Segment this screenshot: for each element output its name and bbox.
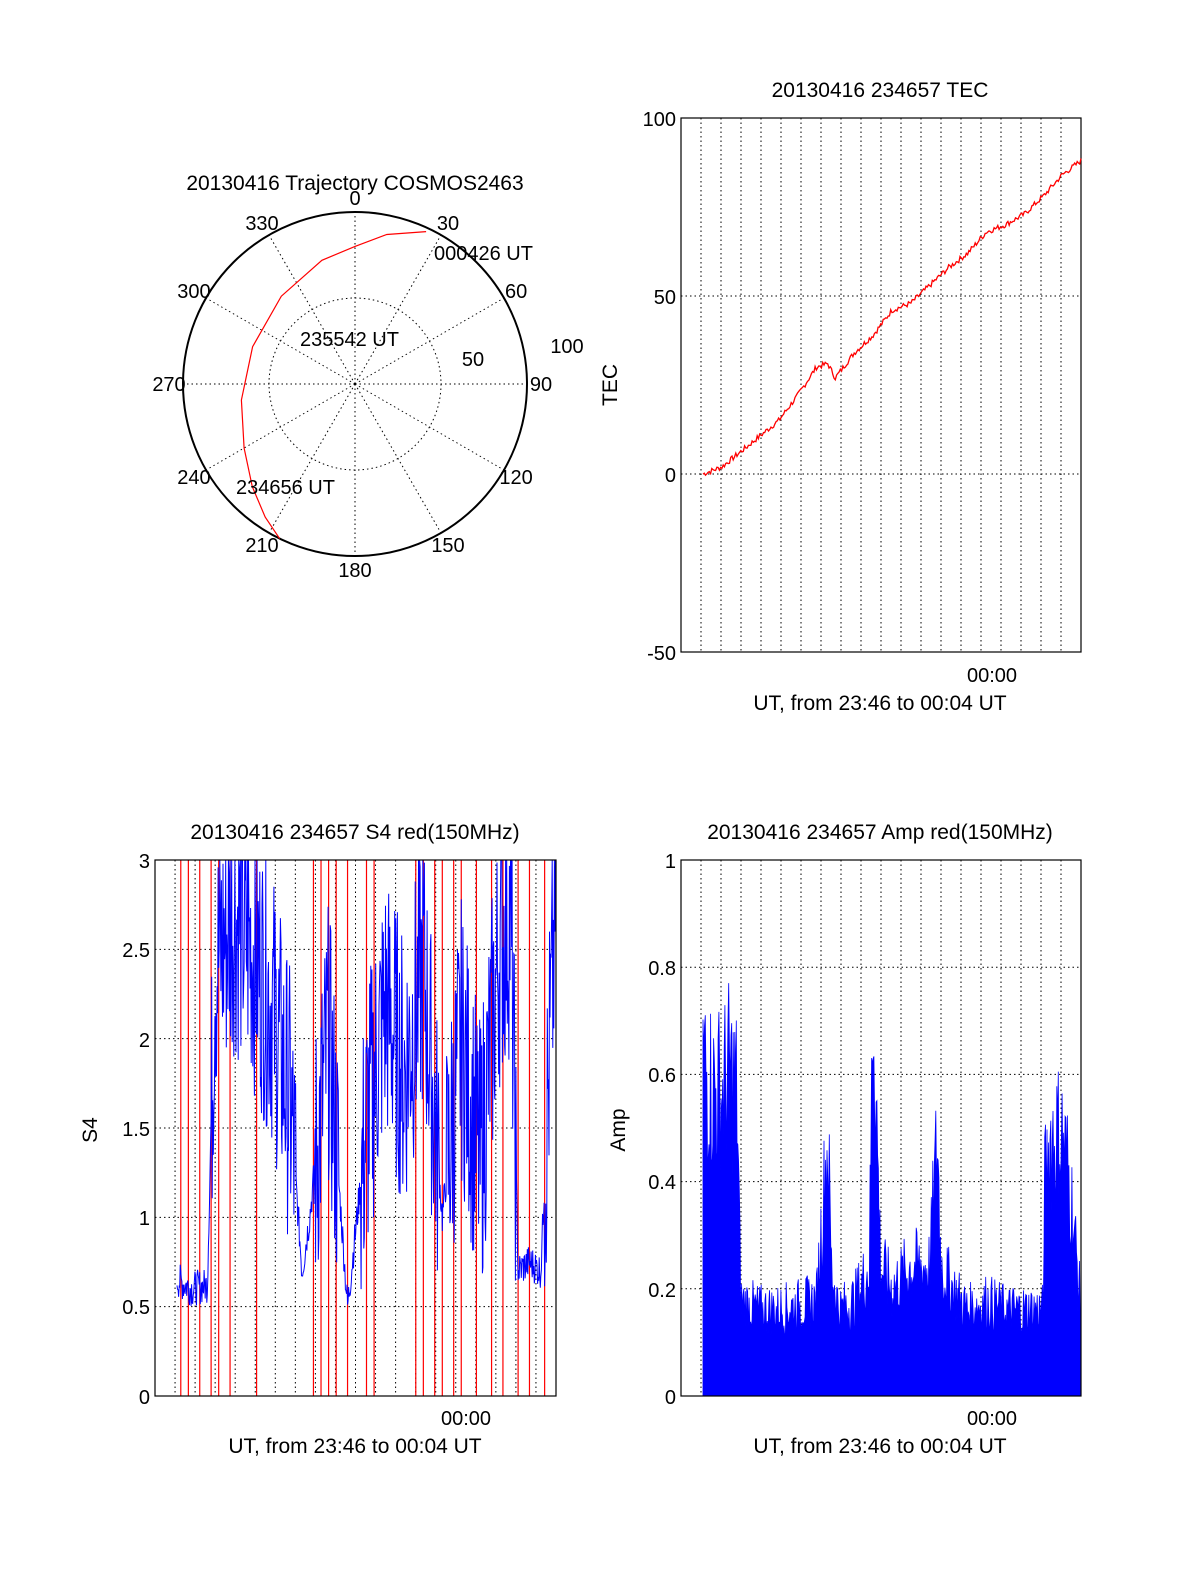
amp-blue-series-area [702, 983, 1082, 1397]
polar-angle-label: 150 [431, 535, 464, 557]
polar-spoke [354, 383, 505, 471]
tec-ylabel: TEC [599, 364, 622, 406]
polar-spoke [205, 297, 356, 385]
polar-spoke [205, 383, 356, 471]
s4-blue-series-line [176, 859, 557, 1306]
tec-ytick-neg50: -50 [647, 643, 676, 665]
s4-ytick-0: 0 [139, 1387, 150, 1409]
tec-xlabel: UT, from 23:46 to 00:04 UT [753, 692, 1006, 715]
tec-panel: 20130416 234657 TEC 100 50 0 -50 TEC 00:… [599, 79, 1082, 715]
amp-ytick-0: 0 [665, 1387, 676, 1409]
amp-panel: 20130416 234657 Amp red(150MHz) 1 0.8 0.… [607, 821, 1082, 1458]
polar-angle-label: 270 [152, 374, 185, 396]
polar-spoke [354, 297, 505, 385]
amp-ytick-1: 1 [665, 851, 676, 873]
s4-plot-frame [154, 859, 557, 1397]
s4-ytick-1-5: 1.5 [122, 1119, 150, 1141]
polar-spoke [268, 383, 356, 534]
polar-spoke [354, 234, 442, 385]
s4-ytick-0-5: 0.5 [122, 1297, 150, 1319]
tec-ytick-100: 100 [643, 109, 676, 131]
amp-ylabel: Amp [607, 1108, 630, 1151]
s4-ytick-1: 1 [139, 1208, 150, 1230]
s4-ytick-3: 3 [139, 851, 150, 873]
amp-ytick-0-4: 0.4 [648, 1172, 676, 1194]
polar-angle-label: 300 [177, 281, 210, 303]
tec-ytick-0: 0 [665, 465, 676, 487]
s4-xlabel: UT, from 23:46 to 00:04 UT [228, 1435, 481, 1458]
tec-title: 20130416 234657 TEC [772, 79, 989, 102]
s4-xtick-label: 00:00 [441, 1408, 491, 1430]
tec-xtick-label: 00:00 [967, 665, 1017, 687]
trajectory-end-label: 000426 UT [434, 243, 533, 265]
polar-angle-label: 210 [245, 535, 278, 557]
polar-angle-label: 240 [177, 467, 210, 489]
polar-angle-label: 60 [505, 281, 527, 303]
s4-ytick-2: 2 [139, 1030, 150, 1052]
polar-angle-label: 180 [338, 560, 371, 582]
polar-angle-label: 0 [349, 188, 360, 210]
polar-trajectory-line [240, 231, 427, 539]
amp-ytick-0-6: 0.6 [648, 1065, 676, 1087]
amp-title: 20130416 234657 Amp red(150MHz) [707, 821, 1053, 844]
polar-panel: 20130416 Trajectory COSMOS2463 0 30 60 90 12… [152, 172, 583, 582]
polar-angle-label: 330 [245, 213, 278, 235]
amp-ytick-0-8: 0.8 [648, 958, 676, 980]
s4-panel: 20130416 234657 S4 red(150MHz) 3 2.5 2 1… [79, 821, 557, 1458]
tec-ytick-50: 50 [654, 287, 676, 309]
polar-spoke [354, 383, 442, 534]
tec-plot-frame [680, 117, 1082, 653]
s4-ylabel: S4 [79, 1117, 102, 1143]
polar-angle-label: 30 [437, 213, 459, 235]
amp-ytick-0-2: 0.2 [648, 1280, 676, 1302]
trajectory-start-label: 234656 UT [236, 477, 335, 499]
polar-angle-label: 90 [530, 374, 552, 396]
amp-plot-frame [680, 859, 1082, 1397]
tec-series-line [702, 158, 1082, 477]
polar-angle-label: 120 [499, 467, 532, 489]
s4-title: 20130416 234657 S4 red(150MHz) [190, 821, 519, 844]
polar-radial-label-100: 100 [550, 336, 583, 358]
polar-title: 20130416 Trajectory COSMOS2463 [186, 172, 523, 195]
polar-radial-label-50: 50 [462, 349, 484, 371]
amp-xtick-label: 00:00 [967, 1408, 1017, 1430]
trajectory-mid-label: 235542 UT [300, 329, 399, 351]
polar-spoke [268, 234, 356, 385]
s4-ytick-2-5: 2.5 [122, 940, 150, 962]
amp-xlabel: UT, from 23:46 to 00:04 UT [753, 1435, 1006, 1458]
